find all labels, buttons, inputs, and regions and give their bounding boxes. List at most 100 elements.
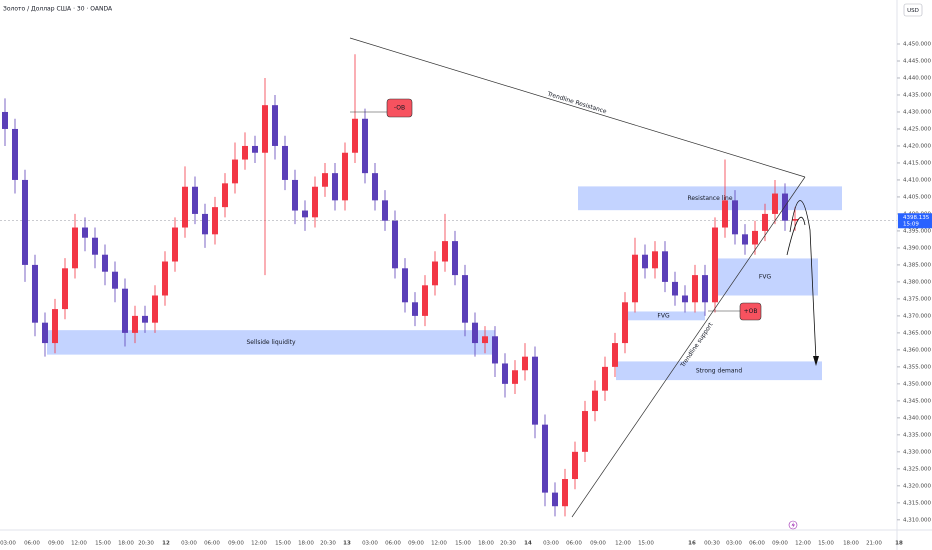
x-tick-label: 06:00 [749,541,765,547]
x-tick-label: 09:00 [228,541,244,547]
x-tick-label: 09:00 [590,541,606,547]
currency-box[interactable] [903,3,923,17]
candle-body [522,356,528,371]
candle-body [2,111,8,129]
candle-body [772,193,778,214]
candle-body [712,227,718,303]
candle-body [372,173,378,201]
x-tick-label: 18:00 [118,541,134,547]
candle-body [192,186,198,214]
trendline-resistance [349,37,806,178]
candle-body [312,186,318,218]
y-tick-label: 4,315.000 [903,500,931,506]
zone-label: Strong demand [696,367,743,374]
x-tick-label: 20:30 [138,541,154,547]
candle-body [642,254,648,269]
candle-body [542,424,548,493]
symbol-title: Золото / Доллар США · 30 · OANDA [3,6,113,13]
y-tick-label: 4,385.000 [903,262,931,268]
candle-body [22,179,28,265]
x-tick-label: 18 [895,541,903,547]
candle-body [52,309,58,344]
x-tick-label: 06:00 [385,541,401,547]
y-tick-label: 4,345.000 [903,398,931,404]
candle-body [652,251,658,269]
candle-body [512,370,518,384]
candle-body [762,213,768,231]
candle-body [692,275,698,303]
candle-body [232,159,238,184]
x-tick-label: 15:00 [95,541,111,547]
candle-body [272,105,278,146]
x-tick-label: 21:00 [866,541,882,547]
candle-body [102,254,108,272]
x-tick-label: 09:00 [772,541,788,547]
x-tick-label: 09:00 [408,541,424,547]
x-tick-label: 18:00 [843,541,859,547]
x-tick-label: 03:00 [181,541,197,547]
annotation: -OB [394,105,405,112]
candle-body [142,315,148,323]
event-icon-bolt [791,522,795,528]
zone [622,311,705,321]
x-tick-label: 12:00 [795,541,811,547]
zone-label: Sellside liquidity [246,339,295,346]
y-tick-label: 4,310.000 [903,517,931,523]
x-tick-label: 12:00 [71,541,87,547]
candle-body [582,411,588,452]
candle-body [412,302,418,316]
x-tick-label: 12:00 [251,541,267,547]
candle-body [732,200,738,235]
y-tick-label: 4,415.000 [903,160,931,166]
zone [47,330,495,355]
candle-body [482,336,488,344]
candle-body [442,241,448,262]
y-tick-label: 4,430.000 [903,109,931,115]
candle-body [452,241,458,276]
candle-body [182,186,188,228]
x-tick-label: 16 [688,541,696,547]
x-tick-label: 03:00 [0,541,16,547]
y-tick-label: 4,375.000 [903,296,931,302]
candle-body [572,451,578,480]
candle-body [42,322,48,344]
x-tick-label: 03:00 [543,541,559,547]
y-tick-label: 4,445.000 [903,58,931,64]
y-tick-label: 4,330.000 [903,449,931,455]
y-tick-label: 4,360.000 [903,347,931,353]
x-tick-label: 13 [343,541,351,547]
y-tick-label: 4,370.000 [903,313,931,319]
candle-body [352,118,358,153]
zone [616,361,822,381]
y-tick-label: 4,395.000 [903,228,931,234]
candle-body [202,213,208,235]
candle-body [62,268,68,310]
x-tick-label: 18:00 [478,541,494,547]
y-tick-label: 4,435.000 [903,92,931,98]
y-tick-label: 4,325.000 [903,466,931,472]
x-tick-label: 20:30 [320,541,336,547]
projection-arrow [789,200,817,361]
candle-body [502,363,508,384]
candle-body [72,227,78,269]
x-tick-label: 15:00 [638,541,654,547]
x-tick-label: 06:00 [24,541,40,547]
candle-body [392,220,398,269]
currency[interactable]: USD [907,8,919,14]
price-label: 4398.135 [903,215,930,221]
annotation: +OB [744,308,758,315]
y-tick-label: 4,355.000 [903,364,931,370]
candle-body [32,264,38,323]
projection-arrow [786,216,806,256]
candle-body [92,237,98,255]
y-tick-label: 4,365.000 [903,330,931,336]
zone-label: Resistance line [687,195,732,202]
candle-body [152,295,158,323]
y-tick-label: 4,440.000 [903,75,931,81]
x-tick-label: 06:00 [204,541,220,547]
candle-body [252,145,258,153]
y-tick-label: 4,320.000 [903,483,931,489]
candle-body [742,234,748,245]
